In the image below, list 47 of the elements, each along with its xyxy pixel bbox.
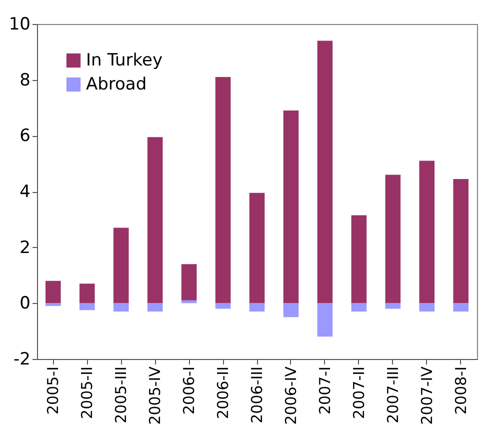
y-tick-label: 0 — [20, 294, 30, 314]
x-tick-label: 2007-IV — [418, 366, 436, 425]
bar — [79, 284, 95, 304]
bar — [113, 228, 129, 304]
bar — [45, 303, 61, 306]
x-tick-label: 2005-III — [112, 366, 130, 424]
bar — [45, 280, 61, 304]
bar — [419, 160, 435, 304]
x-tick-label: 2006-I — [180, 366, 198, 415]
bar — [215, 77, 231, 304]
bar — [453, 303, 469, 312]
legend-label: Abroad — [86, 74, 147, 94]
x-tick-label: 2008-I — [452, 366, 470, 415]
y-tick-label: -2 — [14, 350, 30, 370]
x-tick-label: 2005-IV — [146, 366, 164, 425]
x-tick-label: 2006-II — [214, 366, 232, 419]
bar — [249, 192, 265, 304]
y-tick-label: 6 — [20, 126, 30, 146]
x-tick-label: 2006-III — [248, 366, 266, 424]
x-tick-label: 2007-III — [384, 366, 402, 424]
bar — [147, 303, 163, 312]
bar — [385, 303, 401, 309]
bar — [147, 137, 163, 304]
x-tick-label: 2006-IV — [282, 366, 300, 425]
bar — [249, 303, 265, 312]
y-tick-label: 4 — [20, 182, 30, 202]
x-tick-label: 2005-I — [44, 366, 62, 415]
legend-label: In Turkey — [86, 50, 163, 70]
bar — [181, 264, 197, 300]
bar — [283, 303, 299, 318]
bar — [215, 303, 231, 309]
x-tick-label: 2007-II — [350, 366, 368, 419]
bar — [385, 174, 401, 304]
bar — [351, 215, 367, 304]
bar — [419, 303, 435, 312]
bar — [113, 303, 129, 312]
bar — [351, 303, 367, 312]
bar — [317, 303, 333, 337]
x-tick-label: 2007-I — [316, 366, 334, 415]
y-tick-label: 8 — [20, 70, 30, 90]
bar — [317, 40, 333, 304]
x-tick-label: 2005-II — [78, 366, 96, 419]
y-tick-label: 2 — [20, 238, 30, 258]
bar — [283, 110, 299, 304]
bar — [453, 178, 469, 304]
y-tick-label: 10 — [8, 14, 30, 34]
bar — [79, 303, 95, 310]
